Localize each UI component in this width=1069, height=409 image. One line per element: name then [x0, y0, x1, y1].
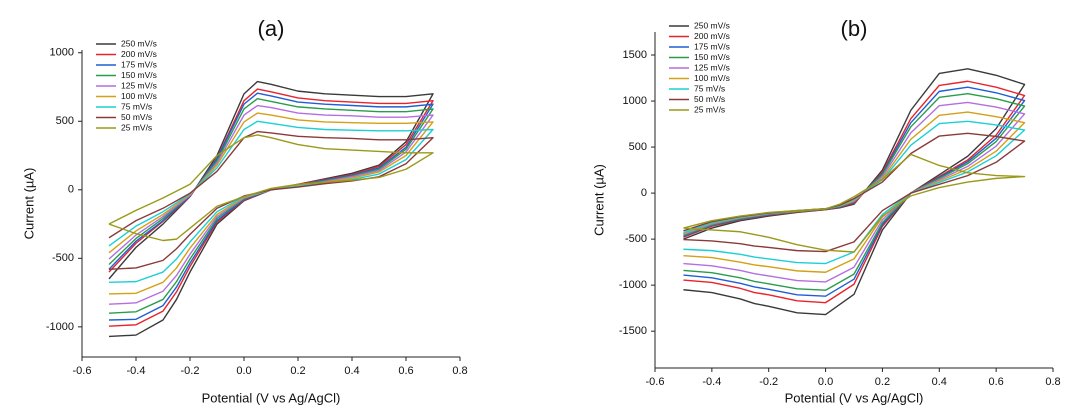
cv-curve [108, 88, 434, 327]
legend-label: 200 mV/s [121, 49, 157, 59]
cv-curve [108, 80, 434, 338]
legend-label: 250 mV/s [694, 20, 730, 30]
y-tick-label: 500 [629, 141, 647, 153]
y-axis-label: Current (µA) [21, 168, 36, 240]
cv-curve [108, 112, 434, 295]
legend-label: 175 mV/s [694, 41, 730, 51]
y-tick-label: -1500 [619, 325, 647, 337]
legend-label: 50 mV/s [121, 112, 152, 122]
y-tick-label: 1000 [623, 95, 647, 107]
cv-curve [108, 104, 434, 305]
legend-label: 75 mV/s [121, 101, 152, 111]
chart-title: (a) [258, 16, 285, 41]
legend-label: 125 mV/s [694, 62, 730, 72]
y-tick-label: 1000 [50, 47, 74, 59]
legend-label: 25 mV/s [694, 104, 725, 114]
cv-curve [683, 86, 1026, 297]
x-tick-label: 0.0 [236, 365, 251, 377]
y-tick-label: 500 [56, 115, 74, 127]
cv-curve [683, 111, 1026, 273]
x-tick-label: 0.4 [932, 376, 947, 388]
x-tick-label: -0.2 [759, 376, 778, 388]
x-tick-label: -0.6 [73, 365, 92, 377]
legend-label: 25 mV/s [121, 122, 152, 132]
panel: (a) Potential (V vs Ag/AgCl) Current (µA) -… [21, 16, 467, 406]
y-tick-label: 0 [68, 184, 74, 196]
cv-curve [683, 101, 1026, 283]
y-tick-label: -1000 [46, 321, 74, 333]
legend-label: 50 mV/s [694, 94, 725, 104]
cv-curve [108, 134, 434, 242]
legend-label: 200 mV/s [694, 31, 730, 41]
legend-label: 150 mV/s [121, 70, 157, 80]
y-tick-label: 1500 [623, 49, 647, 61]
legend-label: 100 mV/s [694, 73, 730, 83]
legend-label: 250 mV/s [121, 38, 157, 48]
cv-curve [108, 130, 434, 270]
y-tick-label: -500 [52, 252, 74, 264]
x-axis-label: Potential (V vs Ag/AgCl) [785, 390, 924, 405]
x-axis-label: Potential (V vs Ag/AgCl) [202, 390, 341, 405]
x-tick-label: 0.8 [1045, 376, 1060, 388]
x-tick-label: 0.6 [988, 376, 1003, 388]
cv-curve [108, 97, 434, 314]
panel: (b) Potential (V vs Ag/AgCl) Current (µA) -… [591, 16, 1060, 406]
x-tick-label: 0.2 [290, 365, 305, 377]
x-tick-label: 0.4 [344, 365, 359, 377]
x-tick-label: 0.6 [398, 365, 413, 377]
legend-label: 100 mV/s [121, 91, 157, 101]
y-tick-label: 0 [641, 187, 647, 199]
y-tick-label: -500 [625, 233, 647, 245]
x-tick-label: 0.2 [875, 376, 890, 388]
legend-label: 150 mV/s [694, 52, 730, 62]
x-tick-label: -0.2 [181, 365, 200, 377]
x-tick-label: 0.8 [452, 365, 467, 377]
x-tick-label: -0.4 [127, 365, 146, 377]
legend-label: 125 mV/s [121, 80, 157, 90]
cv-curve [683, 153, 1026, 253]
chart-title: (b) [841, 16, 868, 41]
legend-label: 75 mV/s [694, 83, 725, 93]
x-tick-label: -0.6 [646, 376, 665, 388]
x-tick-label: 0.0 [818, 376, 833, 388]
cv-curve [108, 92, 434, 321]
cv-curve [108, 120, 434, 284]
legend-label: 175 mV/s [121, 59, 157, 69]
y-axis-label: Current (µA) [591, 164, 606, 236]
y-tick-label: -1000 [619, 279, 647, 291]
x-tick-label: -0.4 [702, 376, 721, 388]
